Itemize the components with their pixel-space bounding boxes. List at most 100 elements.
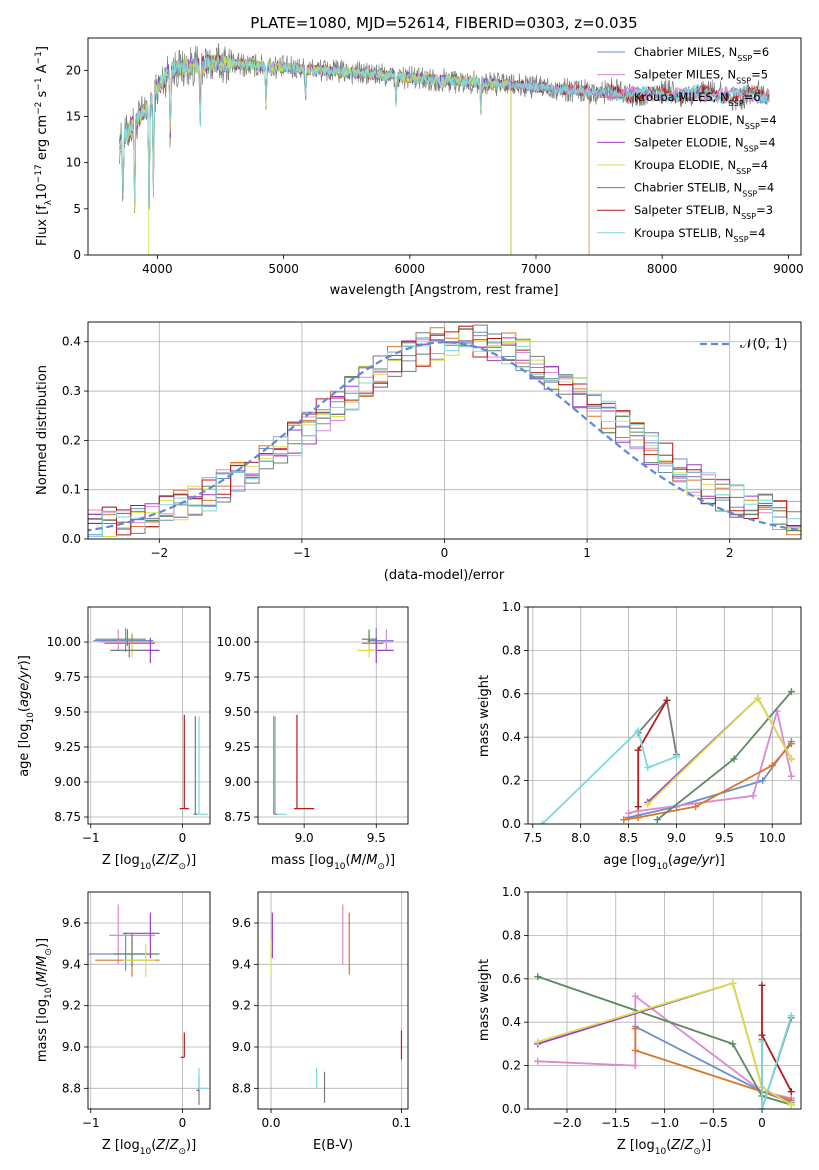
label-part: age/yr xyxy=(673,853,716,868)
x-axis-label: wavelength [Angstrom, rest frame] xyxy=(330,283,559,298)
x-tick-label: 0 xyxy=(758,1116,766,1130)
legend-eq: = xyxy=(749,226,759,240)
y-axis-label: mass weight xyxy=(477,959,492,1041)
x-tick-label: 7.5 xyxy=(523,831,542,845)
weight-marker xyxy=(758,981,766,989)
y-tick-label: 8.75 xyxy=(54,810,81,824)
weight-marker xyxy=(634,727,642,735)
gridlines xyxy=(88,607,210,824)
residual-histogram xyxy=(88,340,801,537)
weight-marker xyxy=(729,979,737,987)
legend-nssp: 6 xyxy=(753,90,760,104)
legend-nssp: 4 xyxy=(758,226,765,240)
x-tick-label: 5000 xyxy=(268,262,299,276)
x-axis-label: Z [log10(Z/Z⊙)] xyxy=(617,1138,711,1157)
label-part: ( xyxy=(666,1138,671,1153)
weight-line xyxy=(761,985,793,1093)
y-tick-label: 0.0 xyxy=(502,817,521,831)
legend-eq: = xyxy=(757,181,767,195)
mass-vs-Z-axes: −1 08.89.09.29.49.6Z [log10(Z/Z⊙)]mass [l… xyxy=(35,891,211,1157)
label-part: ( xyxy=(151,1138,156,1153)
label-part: 10 xyxy=(35,183,50,200)
gridlines xyxy=(528,606,801,825)
x-axis-label: (data-model)/error xyxy=(384,568,505,583)
label-part: 10 xyxy=(140,862,152,872)
label-part: Z [log xyxy=(102,1138,140,1153)
y-tick-label: 0.8 xyxy=(502,643,521,657)
label-part: / xyxy=(165,1138,170,1153)
y-tick-label: 0.2 xyxy=(62,433,81,447)
y-tick-label: 0.6 xyxy=(502,972,521,986)
label-part: 10 xyxy=(140,1147,152,1157)
spectrum-line xyxy=(119,54,512,255)
plot-area xyxy=(270,904,403,1103)
label-part: )] xyxy=(701,1138,711,1153)
x-tick-label: 6000 xyxy=(395,262,426,276)
weight-line xyxy=(628,740,793,819)
spectrum-line xyxy=(119,54,512,255)
legend-sub: SSP xyxy=(736,76,751,85)
label-part: / xyxy=(680,1138,685,1153)
y-tick-label: 9.2 xyxy=(232,999,251,1013)
y-tick-label: 9.6 xyxy=(62,916,81,930)
y-tick-label: 15 xyxy=(66,109,81,123)
y-tick-label: 8.75 xyxy=(224,810,251,824)
label-part: s xyxy=(35,90,50,101)
weight-marker xyxy=(538,820,546,824)
legend-label: Chabrier STELIB, NSSP=4 xyxy=(634,181,774,199)
y-tick-label: 0.4 xyxy=(502,1015,521,1029)
legend-eq: = xyxy=(759,135,769,149)
legend-sub: SSP xyxy=(729,99,744,108)
legend-series-name: Salpeter ELODIE xyxy=(634,135,728,149)
weight-marker xyxy=(653,816,661,824)
label-part: M xyxy=(366,853,377,868)
label-part: Z [log xyxy=(102,853,140,868)
gridlines xyxy=(258,892,408,1109)
weight-marker xyxy=(625,809,633,817)
x-tick-label: −2 xyxy=(150,546,168,560)
mass-vs-ebv-axes: 0.0 0.1 8.8 9.0 9.2 9.4 9.6 E(B-V) xyxy=(232,891,411,1153)
label-part: / xyxy=(35,966,50,971)
y-tick-label: 9.50 xyxy=(54,705,81,719)
legend-label: Salpeter STELIB, NSSP=3 xyxy=(634,203,773,221)
label-part: age [log xyxy=(17,724,32,777)
legend-sep: , N xyxy=(720,158,736,172)
legend-nssp: 4 xyxy=(769,113,776,127)
y-tick-label: 9.0 xyxy=(232,1040,251,1054)
legend-sub: SSP xyxy=(736,167,751,176)
y-tick-label: 9.6 xyxy=(232,916,251,930)
y-tick-label: 9.75 xyxy=(224,670,251,684)
plot-area xyxy=(119,42,770,255)
axes-frame xyxy=(257,606,409,825)
y-tick-label: 0.4 xyxy=(62,335,81,349)
x-tick-label: 7000 xyxy=(521,262,552,276)
y-axis-label: mass [log10(M/M⊙)] xyxy=(35,938,54,1062)
x-tick-label: 0.0 xyxy=(261,1116,280,1130)
y-tick-label: 9.50 xyxy=(224,705,251,719)
plot-area xyxy=(534,973,795,1109)
label-part: Z xyxy=(684,1138,695,1153)
label-part: Z xyxy=(169,1138,180,1153)
label-part: ( xyxy=(35,982,50,987)
x-tick-label: 9000 xyxy=(773,262,804,276)
y-tick-label: 9.25 xyxy=(54,740,81,754)
y-tick-label: 9.2 xyxy=(62,999,81,1013)
y-tick-label: 0.3 xyxy=(62,384,81,398)
weight-marker xyxy=(620,816,628,824)
y-axis-label: age [log10(age/yr)] xyxy=(17,655,36,777)
weight-marker xyxy=(758,1031,766,1039)
axes-frame xyxy=(87,606,211,825)
weight-marker xyxy=(787,740,795,748)
legend-nssp: 4 xyxy=(767,181,774,195)
legend-sep: , N xyxy=(718,226,734,240)
label-part: )] xyxy=(385,853,395,868)
age-vs-mass-axes: 9.0 9.5 8.75 9.00 9.25 9.50 9.75 10.00 mass [log… xyxy=(217,606,409,872)
weight-line xyxy=(537,975,792,1106)
x-tick-label: −1.5 xyxy=(601,1116,630,1130)
y-tick-label: 0.4 xyxy=(502,730,521,744)
weight-marker xyxy=(631,1025,639,1033)
weight-line xyxy=(537,982,792,1106)
legend-label: Kroupa MILES, NSSP=6 xyxy=(634,90,761,108)
x-tick-label: 10.0 xyxy=(759,831,786,845)
